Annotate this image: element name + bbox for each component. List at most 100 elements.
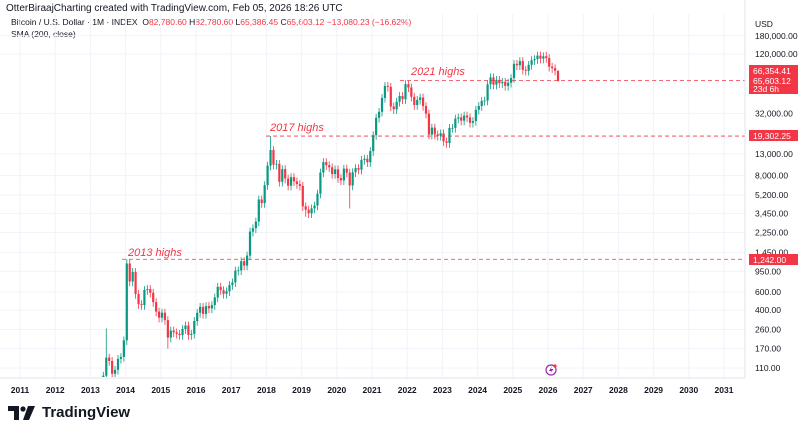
time-tick-label: 2020 bbox=[327, 385, 346, 395]
candle-body bbox=[245, 255, 249, 266]
price-tick-label: 32,000.00 bbox=[755, 108, 793, 118]
candle-body bbox=[518, 61, 521, 66]
open-label: O bbox=[142, 17, 149, 27]
candle-body bbox=[542, 56, 545, 59]
candle-body bbox=[166, 320, 169, 338]
candle-body bbox=[480, 100, 483, 106]
candle-body bbox=[163, 312, 167, 321]
candle-body bbox=[410, 87, 413, 97]
candle-body bbox=[199, 306, 202, 313]
candle-body bbox=[204, 306, 208, 314]
candle-body bbox=[278, 163, 281, 182]
candle-body bbox=[193, 321, 196, 334]
candle-body bbox=[404, 84, 407, 100]
candle-body bbox=[105, 357, 108, 376]
candle-body bbox=[386, 85, 389, 87]
candle-body bbox=[539, 55, 542, 59]
candle-body bbox=[436, 134, 439, 136]
candle-body bbox=[430, 127, 433, 135]
time-tick-label: 2031 bbox=[715, 385, 734, 395]
candle-body bbox=[383, 85, 387, 98]
candle-body bbox=[556, 70, 560, 82]
price-label-2021-level: 66,354.41 65,603.12 23d 6h bbox=[749, 65, 798, 94]
price-tick-label: 110.00 bbox=[755, 363, 781, 373]
candle-body bbox=[237, 270, 240, 272]
time-tick-label: 2014 bbox=[116, 385, 135, 395]
price-tick-label: 170.00 bbox=[755, 344, 781, 354]
time-tick-label: 2030 bbox=[679, 385, 698, 395]
open-value: 82,780.60 bbox=[148, 17, 187, 27]
candle-body bbox=[243, 261, 246, 266]
tradingview-logo[interactable]: TradingView bbox=[8, 404, 130, 421]
candle-body bbox=[524, 69, 527, 71]
candle-body bbox=[492, 77, 495, 85]
price-tick-label: 120,000.00 bbox=[755, 49, 798, 59]
candle-body bbox=[454, 118, 457, 128]
price-tick-label: 1,450.00 bbox=[755, 247, 788, 257]
candle-body bbox=[181, 328, 184, 335]
candle-body bbox=[486, 84, 489, 101]
candle-body bbox=[269, 149, 272, 166]
candle-body bbox=[495, 79, 498, 85]
events-lightning-icon[interactable] bbox=[545, 364, 557, 376]
candle-body bbox=[551, 66, 554, 69]
candle-body bbox=[122, 340, 125, 357]
candle-body bbox=[284, 169, 287, 179]
candle-body bbox=[213, 297, 216, 306]
candle-body bbox=[108, 357, 111, 361]
chart-caption: OtterBiraajCharting created with Trading… bbox=[6, 3, 343, 14]
time-tick-label: 2013 bbox=[81, 385, 100, 395]
candle-body bbox=[137, 293, 140, 305]
candle-body bbox=[471, 121, 475, 123]
candle-body bbox=[498, 79, 501, 84]
candle-body bbox=[401, 95, 404, 100]
candle-body bbox=[266, 165, 269, 186]
time-tick-label: 2011 bbox=[11, 385, 30, 395]
time-axis[interactable]: 2011 2012 2013 2014 2015 2016 2017 2018 2019 2020… bbox=[11, 385, 734, 395]
candle-body bbox=[421, 97, 425, 107]
candle-body bbox=[316, 193, 319, 206]
candle-body bbox=[533, 59, 536, 61]
candle-body bbox=[140, 304, 143, 306]
candle-body bbox=[465, 115, 469, 118]
candle-body bbox=[240, 261, 243, 271]
low-label: L bbox=[235, 17, 241, 27]
candle-body bbox=[231, 282, 234, 286]
candle-body bbox=[319, 172, 322, 194]
price-tick-label: 8,000.00 bbox=[755, 171, 788, 181]
candle-body bbox=[222, 290, 225, 294]
candle-body bbox=[201, 306, 205, 314]
candle-body bbox=[413, 96, 416, 106]
price-label-2017-level: 19,302.25 bbox=[749, 130, 798, 141]
candle-body bbox=[131, 271, 134, 282]
close-label: C bbox=[280, 17, 287, 27]
candle-body bbox=[328, 165, 331, 168]
candle-body bbox=[433, 127, 436, 135]
candle-body bbox=[354, 168, 357, 173]
indicator-sma[interactable]: SMA (200, close) bbox=[11, 29, 76, 39]
price-axis[interactable]: 180,000.00 120,000.00 32,000.00 13,000.00 8,… bbox=[755, 31, 798, 373]
candle-body bbox=[348, 172, 351, 186]
candle-body bbox=[407, 84, 410, 88]
time-tick-label: 2026 bbox=[539, 385, 558, 395]
candle-body bbox=[339, 178, 343, 181]
candle-body bbox=[175, 332, 178, 334]
candle-body bbox=[342, 168, 345, 181]
time-tick-label: 2019 bbox=[292, 385, 311, 395]
candle-body bbox=[375, 117, 378, 136]
candle-body bbox=[474, 109, 477, 122]
candle-body bbox=[149, 289, 152, 293]
candle-body bbox=[219, 286, 222, 291]
candle-body bbox=[504, 81, 507, 86]
symbol-title[interactable]: Bitcoin / U.S. Dollar · 1M · INDEX bbox=[11, 17, 138, 27]
candle-body bbox=[536, 55, 539, 60]
candle-body bbox=[509, 78, 513, 83]
candle-body bbox=[292, 177, 296, 182]
time-tick-label: 2028 bbox=[609, 385, 628, 395]
candle-body bbox=[298, 184, 301, 186]
candle-body bbox=[152, 292, 155, 303]
time-tick-label: 2012 bbox=[46, 385, 65, 395]
candle-body bbox=[146, 289, 149, 290]
candle-body bbox=[287, 178, 290, 186]
